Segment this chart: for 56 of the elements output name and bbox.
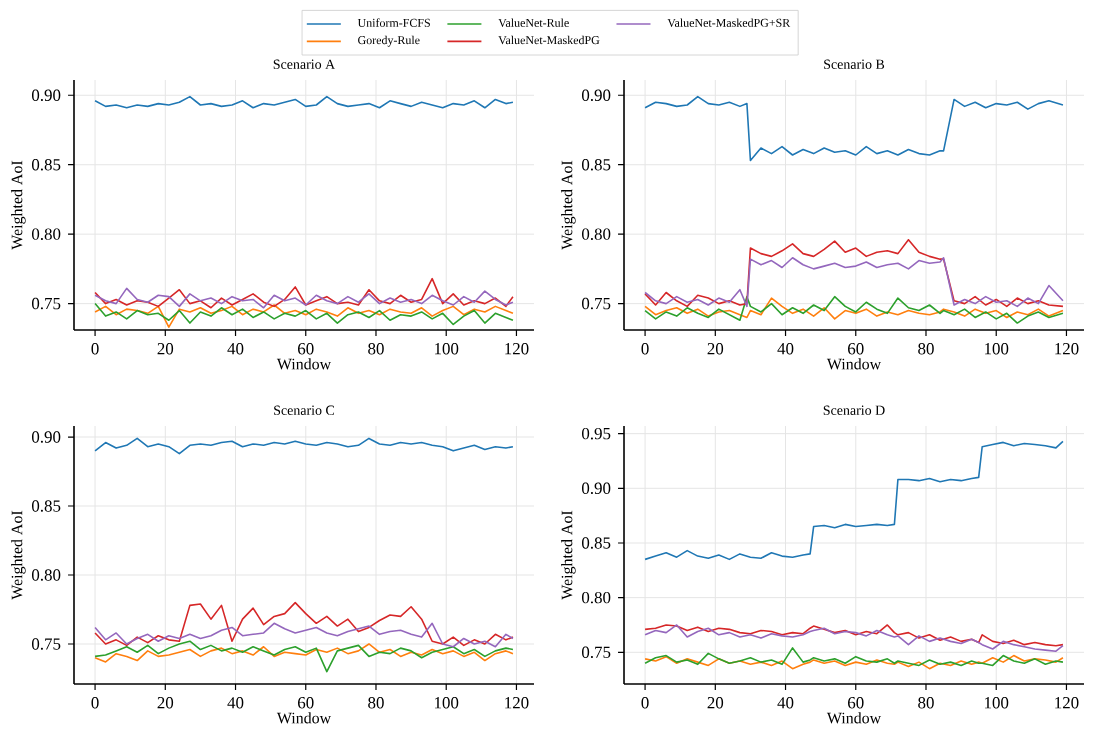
x-tick-label: 60 (298, 697, 314, 709)
y-tick-label: 0.80 (32, 228, 61, 240)
y-tick-label: 0.85 (32, 158, 61, 171)
y-tick-label: 0.90 (32, 431, 61, 443)
x-tick-label: 100 (985, 697, 1009, 709)
y-tick-label: 0.80 (582, 591, 611, 604)
y-tick-label: 0.85 (582, 537, 611, 549)
y-tick-label: 0.80 (32, 569, 61, 581)
x-tick-label: 0 (91, 697, 99, 709)
y-tick-label: 0.75 (32, 297, 61, 310)
x-tick-label: 120 (1055, 697, 1079, 709)
y-tick-label: 0.75 (582, 646, 611, 659)
x-tick-label: 40 (227, 697, 244, 709)
y-tick-label: 0.90 (32, 89, 61, 102)
line-series (644, 95, 1064, 162)
x-tick-label: 100 (435, 343, 459, 355)
x-tick-label: 120 (1055, 343, 1079, 355)
x-tick-label: 80 (918, 343, 934, 355)
x-tick-label: 100 (985, 343, 1009, 355)
line-series (644, 624, 1064, 647)
x-tick-label: 20 (707, 697, 724, 709)
line-series (94, 277, 514, 309)
x-tick-label: 40 (777, 343, 794, 355)
y-tick-label: 0.90 (582, 482, 611, 495)
y-tick-label: 0.85 (582, 158, 611, 171)
line-series (94, 640, 514, 673)
line-series (94, 601, 514, 647)
x-tick-label: 120 (505, 343, 529, 355)
x-tick-label: 60 (298, 343, 314, 355)
x-tick-label: 20 (157, 343, 174, 355)
x-tick-label: 60 (848, 343, 864, 355)
x-tick-label: 0 (641, 697, 649, 709)
x-tick-label: 120 (505, 697, 529, 709)
x-tick-label: 40 (227, 343, 244, 355)
y-tick-label: 0.75 (32, 638, 61, 650)
x-tick-label: 100 (435, 697, 459, 709)
line-series (644, 238, 1064, 308)
line-series (94, 287, 514, 309)
y-tick-label: 0.95 (582, 427, 611, 440)
x-tick-label: 0 (641, 343, 649, 355)
line-series (644, 440, 1064, 561)
x-tick-label: 80 (918, 697, 934, 709)
y-tick-label: 0.75 (582, 297, 611, 310)
x-tick-label: 80 (368, 697, 384, 709)
x-tick-label: 80 (368, 343, 384, 355)
y-tick-label: 0.85 (32, 500, 61, 512)
x-tick-label: 60 (848, 697, 864, 709)
x-tick-label: 20 (707, 343, 724, 355)
line-series (644, 256, 1064, 308)
x-tick-label: 0 (91, 343, 99, 355)
line-series (644, 624, 1064, 652)
y-tick-label: 0.80 (582, 228, 611, 240)
x-tick-label: 20 (157, 697, 174, 709)
x-tick-label: 40 (777, 697, 794, 709)
line-series (644, 654, 1064, 670)
y-tick-label: 0.90 (582, 89, 611, 102)
